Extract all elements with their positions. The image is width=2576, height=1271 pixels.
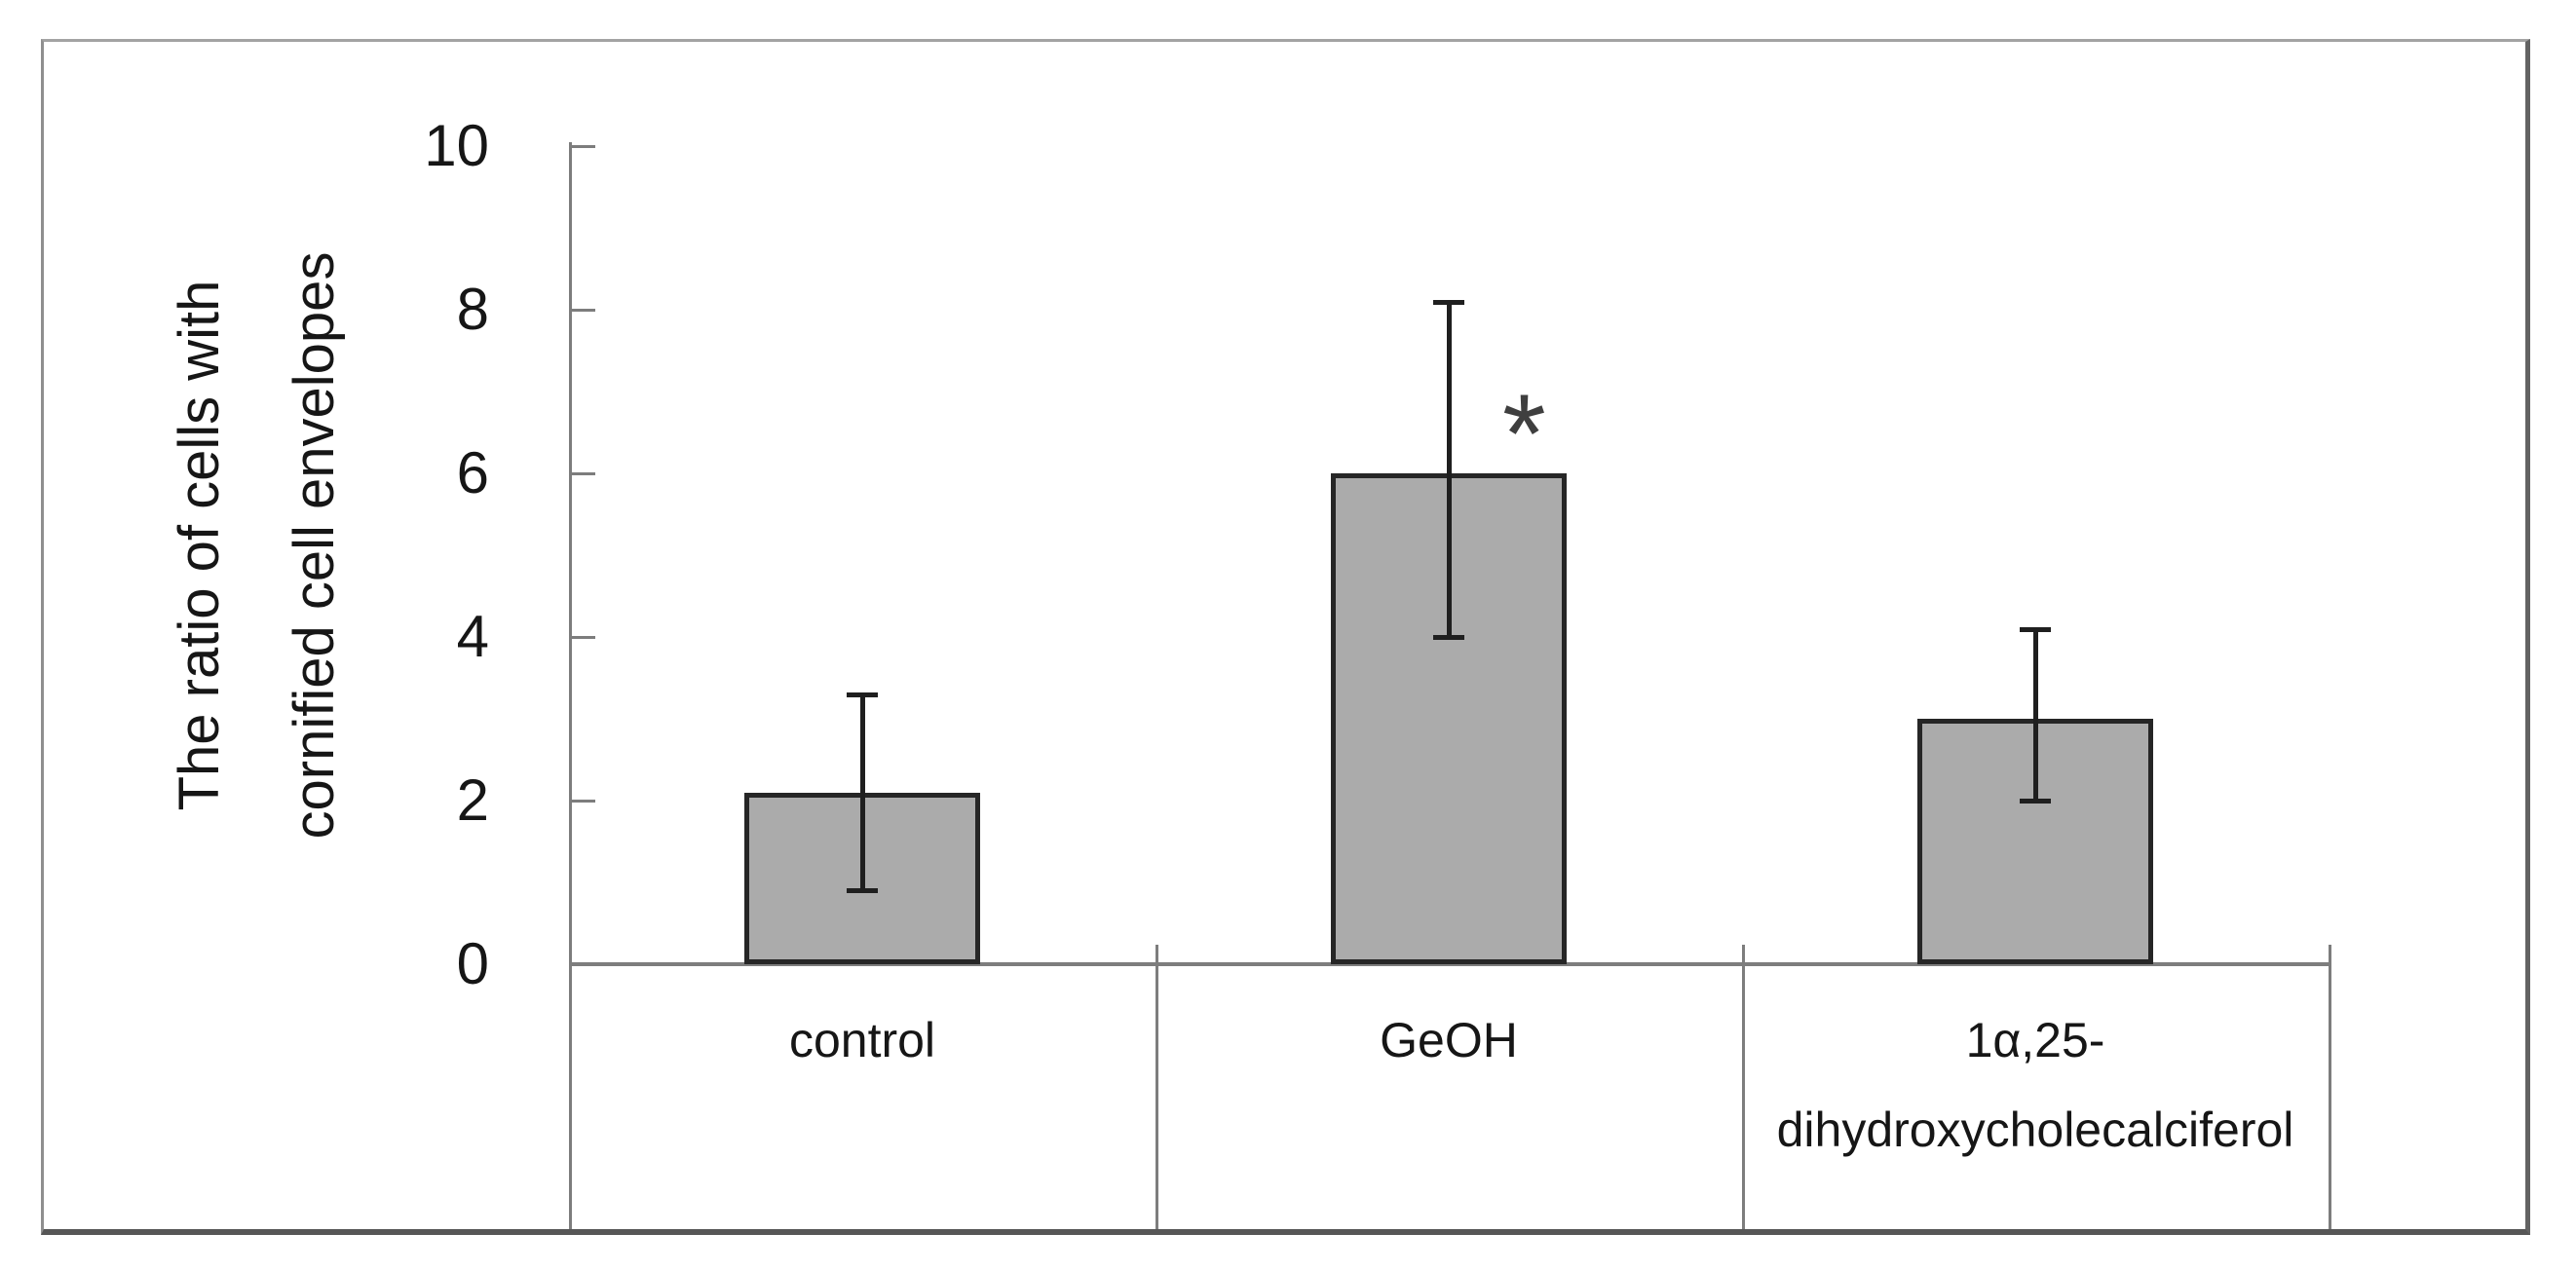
- category-label-1-25-dihydroxycholecalciferol: 1α,25- dihydroxycholecalciferol: [1742, 995, 2329, 1175]
- y-axis-title-line: cornified cell envelopes: [283, 251, 346, 840]
- error-bar-cap-top: [2020, 626, 2051, 632]
- category-separator: [2329, 945, 2331, 1229]
- category-separator: [1155, 945, 1158, 1229]
- y-tick: [572, 800, 595, 803]
- category-label-line: control: [788, 1013, 936, 1067]
- error-bar-cap-bottom: [1433, 635, 1464, 640]
- x-axis-line: [569, 962, 2329, 966]
- error-bar: [860, 693, 865, 891]
- y-tick-label: 4: [456, 604, 489, 669]
- error-bar-cap-top: [847, 692, 878, 697]
- y-tick-label: 10: [424, 113, 489, 178]
- y-axis-title: The ratio of cells with cornified cell e…: [142, 58, 372, 1032]
- error-bar-cap-bottom: [2020, 799, 2051, 804]
- y-tick-label: 8: [456, 277, 489, 342]
- y-tick: [572, 472, 595, 475]
- y-tick: [572, 636, 595, 639]
- error-bar: [2033, 628, 2038, 801]
- y-tick: [572, 309, 595, 312]
- error-bar-cap-top: [1433, 299, 1464, 305]
- category-label-geoh: GeOH: [1155, 995, 1742, 1085]
- figure-border: [41, 39, 2530, 1235]
- category-label-line: 1α,25-: [1965, 1013, 2105, 1067]
- error-bar-cap-bottom: [847, 888, 878, 894]
- category-separator: [1742, 945, 1745, 1229]
- category-label-line: GeOH: [1380, 1013, 1518, 1067]
- y-axis-title-line: The ratio of cells with: [168, 280, 231, 811]
- y-axis-line: [569, 142, 572, 1229]
- y-tick-label: 0: [456, 931, 489, 996]
- category-label-control: control: [569, 995, 1155, 1085]
- y-tick: [572, 145, 595, 148]
- error-bar: [1447, 301, 1452, 637]
- y-tick-label: 2: [456, 767, 489, 833]
- significance-marker: *: [1502, 372, 1546, 497]
- category-label-line: dihydroxycholecalciferol: [1776, 1103, 2294, 1157]
- y-tick-label: 6: [456, 440, 489, 505]
